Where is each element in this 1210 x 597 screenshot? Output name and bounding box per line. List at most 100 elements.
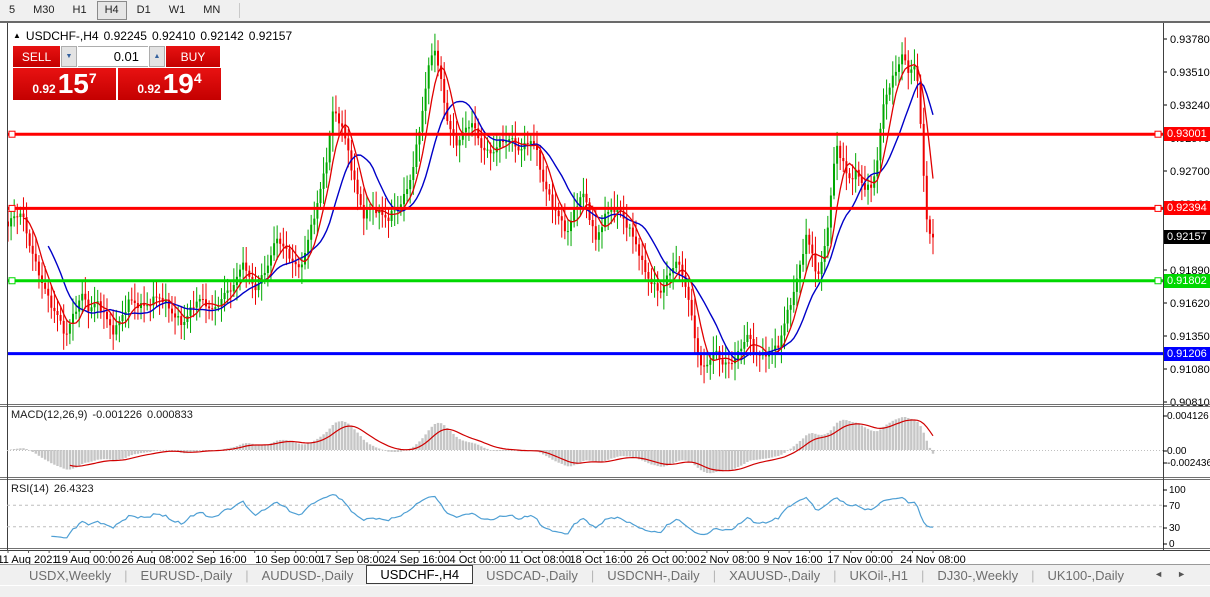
sell-price-big: 15 — [57, 68, 89, 99]
x-axis-label: 18 Oct 16:00 — [570, 554, 633, 564]
rsi-label: RSI(14) 26.4323 — [11, 483, 94, 495]
buy-price-sup: 4 — [193, 70, 202, 86]
sell-button[interactable]: SELL — [13, 46, 60, 67]
ohlc-open: 0.92245 — [103, 29, 147, 43]
ohlc-low: 0.92142 — [200, 29, 244, 43]
tab-audusd-daily[interactable]: AUDUSD-,Daily — [261, 568, 354, 583]
tab-separator: | — [124, 568, 128, 583]
y-axis-tick-label: 0.91080 — [1170, 364, 1210, 376]
buy-price-display[interactable]: 0.92 19 4 — [118, 68, 221, 100]
toolbar-separator — [239, 3, 241, 18]
sell-price-display[interactable]: 0.92 15 7 — [13, 68, 116, 100]
resistance-price-tag[interactable]: 0.92394 — [1164, 201, 1210, 215]
macd-axis-label: -0.002436 — [1167, 458, 1210, 469]
tab-separator: | — [833, 568, 837, 583]
ohlc-close: 0.92157 — [248, 29, 293, 43]
macd-label: MACD(12,26,9) -0.001226 0.000833 — [11, 409, 193, 421]
tab-scroll-arrows[interactable]: ◄► — [1154, 569, 1200, 579]
y-axis-tick-label: 0.90810 — [1170, 397, 1210, 409]
macd-name: MACD(12,26,9) — [11, 409, 88, 421]
macd-signal-line — [69, 419, 934, 472]
x-axis-label: 17 Sep 08:00 — [319, 554, 384, 564]
y-axis-tick-label: 0.93780 — [1170, 34, 1210, 46]
ma-line — [23, 63, 934, 363]
timeframe-button-h1[interactable]: H1 — [72, 4, 87, 16]
volume-decrease-button[interactable]: ▼ — [61, 46, 77, 67]
x-axis-label: 24 Nov 08:00 — [900, 554, 965, 564]
buy-price-prefix: 0.92 — [137, 81, 161, 96]
volume-input[interactable] — [78, 46, 148, 67]
timeframe-button-m5[interactable]: 5 — [9, 4, 16, 16]
macd-histogram — [6, 417, 935, 474]
rsi-axis-label: 100 — [1169, 485, 1186, 496]
macd-value-signal: 0.000833 — [146, 409, 193, 421]
tab-xauusd-daily[interactable]: XAUUSD-,Daily — [729, 568, 821, 583]
x-axis-label: 2 Sep 16:00 — [187, 554, 246, 564]
current-price-tag: 0.92157 — [1164, 230, 1210, 244]
x-axis-label: 10 Sep 00:00 — [255, 554, 320, 564]
line-handle — [1154, 130, 1162, 138]
x-axis-label: 19 Aug 00:00 — [56, 554, 121, 564]
macd-axis-label: 0.004126 — [1167, 411, 1209, 422]
line-handle — [8, 277, 16, 285]
line-handle — [8, 204, 16, 212]
x-axis-label: 24 Sep 16:00 — [384, 554, 449, 564]
y-axis-tick-label: 0.93510 — [1170, 67, 1210, 79]
rsi-name: RSI(14) — [11, 483, 49, 495]
support-price-tag[interactable]: 0.91802 — [1164, 274, 1210, 288]
timeframe-button-w1[interactable]: W1 — [168, 4, 186, 16]
x-axis-label: 4 Oct 00:00 — [450, 554, 507, 564]
volume-increase-button[interactable]: ▲ — [149, 46, 165, 67]
tab-separator: | — [712, 568, 717, 583]
y-axis-tick-label: 0.93240 — [1170, 100, 1210, 112]
tab-separator: | — [921, 568, 925, 583]
chart-canvas[interactable]: 0.937800.935100.932400.929700.927000.924… — [0, 23, 1210, 564]
x-axis-label: 17 Nov 00:00 — [827, 554, 892, 564]
x-axis-label: 26 Aug 08:00 — [122, 554, 187, 564]
tab-dj30-weekly[interactable]: DJ30-,Weekly — [937, 568, 1019, 583]
x-axis-label: 9 Nov 16:00 — [763, 554, 822, 564]
timeframe-button-mn[interactable]: MN — [203, 4, 221, 16]
tab-scroll-right-icon: ► — [1177, 569, 1200, 579]
chart-collapse-icon[interactable]: ▲ — [13, 30, 21, 40]
tab-scroll-left-icon: ◄ — [1154, 569, 1178, 579]
y-axis-tick-label: 0.91620 — [1170, 298, 1210, 310]
line-handle — [1154, 204, 1162, 212]
chart-tab-bar: USDX,Weekly | EURUSD-,Daily | AUDUSD-,Da… — [0, 564, 1210, 586]
tab-usdx-weekly[interactable]: USDX,Weekly — [29, 568, 112, 583]
line-handle — [8, 130, 16, 138]
tab-usdchf-h4[interactable]: USDCHF-,H4 — [366, 565, 474, 584]
tab-eurusd-daily[interactable]: EURUSD-,Daily — [140, 568, 233, 583]
resistance-price-tag[interactable]: 0.93001 — [1164, 127, 1210, 141]
timeframe-button-m30[interactable]: M30 — [33, 4, 55, 16]
buy-price-big: 19 — [162, 68, 194, 99]
timeframe-button-h4[interactable]: H4 — [96, 1, 127, 20]
sell-price-sup: 7 — [88, 70, 97, 86]
x-axis-label: 2 Nov 08:00 — [700, 554, 759, 564]
tab-ukoil-h1[interactable]: UKOil-,H1 — [849, 568, 908, 583]
tab-separator: | — [590, 568, 595, 583]
y-axis-tick-label: 0.92700 — [1170, 166, 1210, 178]
chart-window: 0.937800.935100.932400.929700.927000.924… — [0, 23, 1210, 564]
chart-title: ▲ USDCHF-,H4 0.92245 0.92410 0.92142 0.9… — [13, 29, 292, 43]
sell-price-prefix: 0.92 — [32, 81, 56, 96]
line-handle — [1154, 277, 1162, 285]
tab-usdcnh-daily[interactable]: USDCNH-,Daily — [607, 568, 700, 583]
macd-value-main: -0.001226 — [92, 409, 142, 421]
x-axis-label: 11 Oct 08:00 — [509, 554, 571, 564]
buy-button[interactable]: BUY — [166, 46, 220, 67]
tab-separator: | — [1031, 568, 1035, 583]
x-axis-label: 11 Aug 2021 — [0, 554, 58, 564]
chart-symbol-label: USDCHF-,H4 — [25, 29, 99, 43]
rsi-axis-label: 0 — [1169, 539, 1175, 550]
rsi-value: 26.4323 — [53, 483, 94, 495]
window-footer — [0, 585, 1210, 597]
rsi-line — [51, 493, 934, 539]
rsi-axis-label: 30 — [1169, 523, 1181, 534]
timeframe-button-d1[interactable]: D1 — [136, 4, 151, 16]
tab-uk100-daily[interactable]: UK100-,Daily — [1047, 568, 1125, 583]
tab-usdcad-daily[interactable]: USDCAD-,Daily — [486, 568, 578, 583]
support-price-tag[interactable]: 0.91206 — [1164, 347, 1210, 361]
ma-line — [47, 81, 934, 361]
